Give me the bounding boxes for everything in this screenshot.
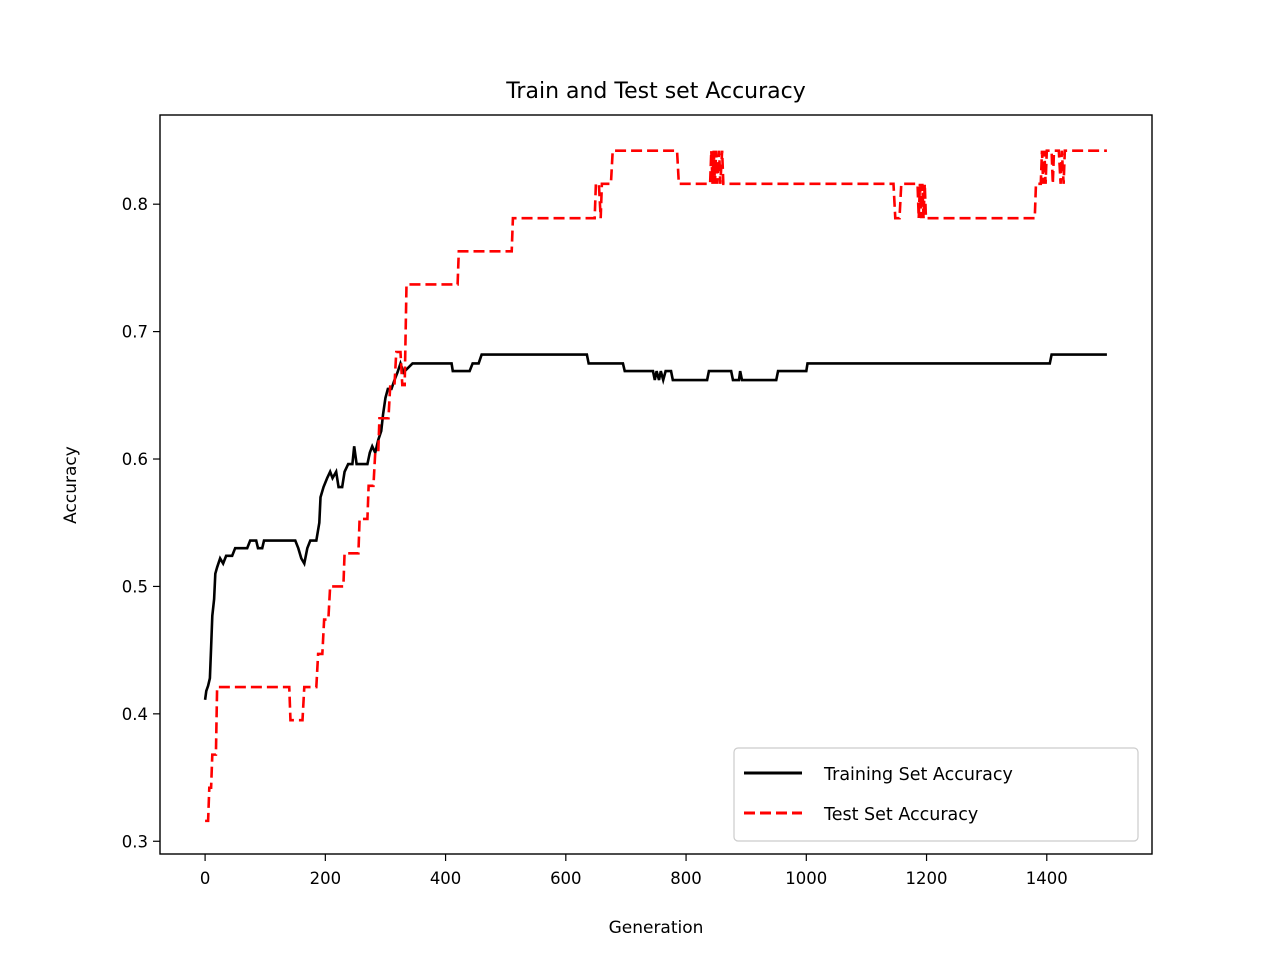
y-tick-label: 0.5 [122,577,148,596]
x-tick-label: 1400 [1026,869,1068,888]
axes-frame [159,114,1153,855]
x-tick-label: 0 [200,869,211,888]
y-axis: 0.3 0.4 0.5 0.6 0.7 0.8 [122,195,160,851]
legend-label-training: Training Set Accuracy [823,765,1013,785]
x-tick-label: 600 [550,869,582,888]
x-tick-label: 200 [310,869,342,888]
x-tick-label: 1200 [906,869,948,888]
y-tick-label: 0.4 [122,705,148,724]
y-tick-label: 0.8 [122,195,148,214]
x-axis-label: Generation [609,918,704,938]
x-tick-label: 400 [430,869,462,888]
y-tick-label: 0.7 [122,323,148,342]
plot-area [159,114,1153,855]
legend-box [733,747,1139,842]
y-tick-label: 0.3 [122,832,148,851]
legend-label-test: Test Set Accuracy [823,805,978,825]
x-tick-label: 1000 [785,869,827,888]
series-line-test [205,149,1107,823]
chart-title: Train and Test set Accuracy [505,79,806,104]
legend: Training Set Accuracy Test Set Accuracy [733,747,1139,842]
x-axis: 0 200 400 600 800 1000 1200 1400 [200,854,1068,888]
y-tick-label: 0.6 [122,450,148,469]
y-axis-label: Accuracy [61,446,81,524]
series-line-training [203,353,1107,701]
x-tick-label: 800 [670,869,702,888]
